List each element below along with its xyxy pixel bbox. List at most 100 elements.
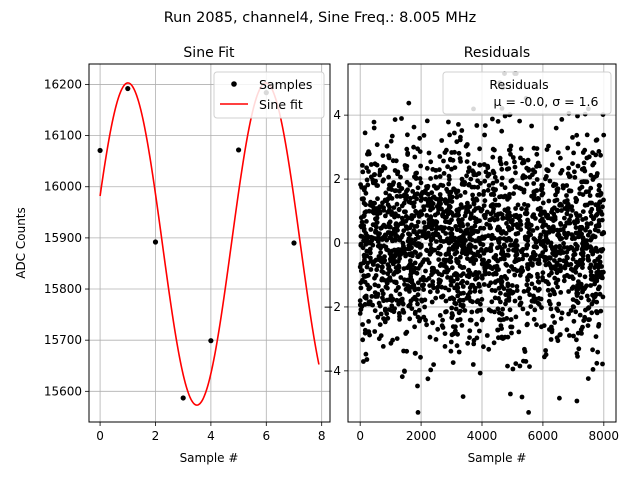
residual-point [437,263,443,268]
residual-point [380,344,386,349]
residual-point [561,245,567,250]
residual-point [375,239,381,245]
residual-point [506,224,511,230]
residual-point [507,147,513,153]
residual-point [566,289,571,294]
residual-point [528,304,534,309]
residual-point [575,219,580,225]
residual-point [387,219,393,225]
residual-point [488,245,493,251]
residual-point [505,283,511,289]
residual-point [521,289,527,294]
residual-point [461,241,467,247]
residual-point [459,323,465,328]
residual-point [560,185,566,191]
residual-point [464,173,469,179]
residual-point [415,301,420,307]
residual-point [374,267,380,273]
residual-point [427,334,433,340]
residual-point [394,297,400,303]
residual-point [454,139,460,145]
residual-point [449,315,455,321]
residual-point [381,259,387,265]
residual-point [477,162,483,168]
residual-point [517,302,523,308]
residual-point [499,128,505,134]
residual-point [441,171,447,176]
residual-point [451,296,457,302]
residual-point [547,255,553,260]
residual-point [534,177,540,182]
residual-point [431,232,437,238]
residual-point [507,307,513,313]
residual-point [411,200,417,206]
residual-point [402,246,408,252]
residual-point [513,206,518,211]
residual-point [597,291,603,297]
residual-point [462,180,468,185]
residual-point [533,240,539,246]
residual-point [435,289,440,294]
residual-point [359,219,365,225]
residual-point [481,344,486,350]
residual-point [357,311,363,316]
residual-point [512,298,518,304]
residual-point [499,166,505,172]
residual-point [542,244,548,250]
residual-point [575,243,580,249]
residual-point [415,280,421,286]
residual-point [490,154,496,160]
residual-point [538,241,544,247]
residual-point [367,246,373,252]
residual-point [411,269,417,275]
residual-point [371,210,377,216]
residual-point [510,155,516,160]
residual-point [407,199,413,205]
residual-point [385,271,391,277]
residual-point [509,290,515,296]
residual-point [440,317,445,323]
residual-point [363,209,369,215]
residual-point [565,255,570,261]
residual-point [514,288,520,293]
residual-point [417,263,423,268]
residual-point [437,192,443,197]
residual-point [421,232,426,238]
residual-point [429,299,435,305]
residual-point [488,280,494,286]
residual-point [387,235,393,241]
residuals-xlabel: Sample # [468,451,527,465]
residual-point [527,226,532,232]
residual-point [588,283,594,288]
residuals-legend: Residuals μ = -0.0, σ = 1.6 [442,71,612,115]
residual-point [566,165,571,171]
residual-point [458,235,464,240]
residual-point [577,186,583,192]
residual-point [568,308,574,313]
residual-point [481,225,487,231]
residual-point [596,187,602,193]
residual-point [534,244,540,250]
residual-point [412,266,418,271]
sample-point [97,147,103,154]
residual-point [528,273,534,279]
residuals-title: Residuals [464,45,530,61]
residual-point [578,327,584,332]
residual-point [504,221,509,226]
residual-point [380,178,386,184]
residual-point [486,346,492,352]
residual-point [468,176,474,182]
residual-point [442,285,448,291]
residual-point [558,290,564,295]
residual-point [460,394,466,399]
residual-point [588,269,594,275]
residual-point [365,282,370,288]
residual-point [402,368,407,374]
residual-point [454,282,460,288]
residual-point [453,301,459,307]
residual-point [485,187,491,193]
residual-point [590,162,596,168]
residual-point [506,247,511,253]
residual-point [357,298,363,304]
residual-point [404,329,410,335]
